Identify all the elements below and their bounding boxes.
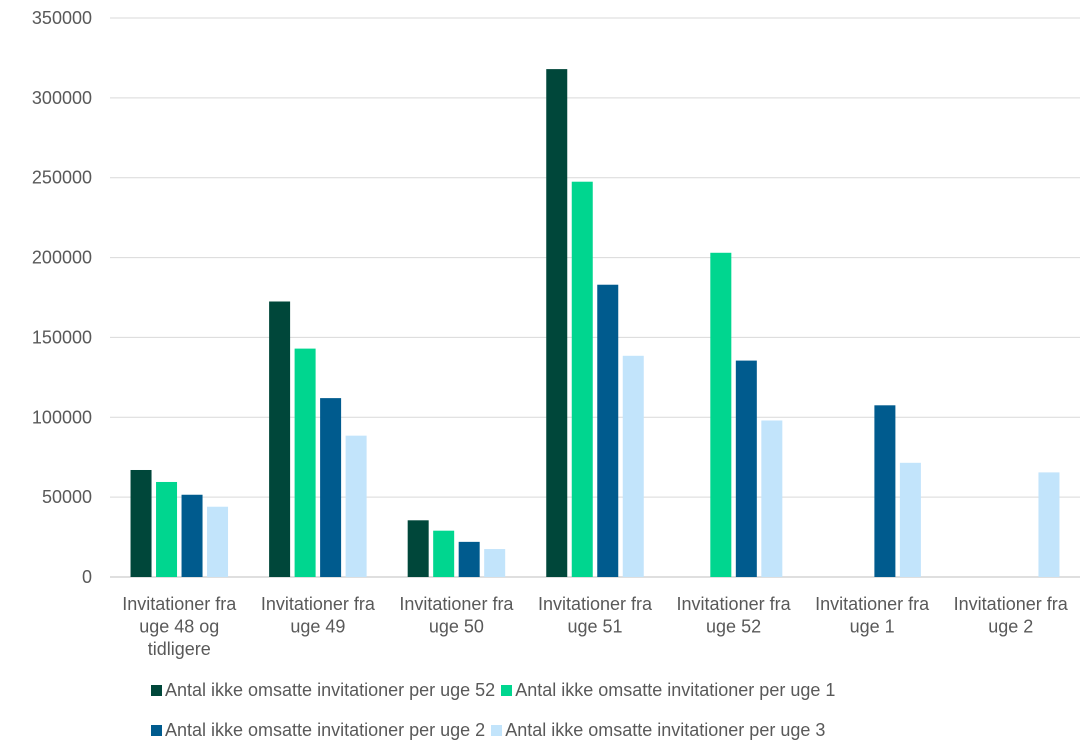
legend-label: Antal ikke omsatte invitationer per uge … bbox=[515, 680, 836, 700]
x-category-label: Invitationer fra uge 48 og tidligere bbox=[122, 594, 237, 659]
x-category-label-line: Invitationer fra bbox=[399, 594, 514, 614]
x-category-label-line: Invitationer fra bbox=[538, 594, 653, 614]
x-category-label-line: uge 49 bbox=[290, 617, 345, 637]
bar bbox=[433, 530, 455, 577]
x-category-label: Invitationer fra uge 51 bbox=[538, 594, 653, 637]
y-tick-label: 300000 bbox=[32, 88, 92, 108]
bar bbox=[458, 541, 480, 577]
x-category-label: Invitationer fra uge 50 bbox=[399, 594, 514, 637]
bar bbox=[294, 348, 316, 577]
bar bbox=[484, 549, 506, 577]
x-category-label-line: Invitationer fra bbox=[261, 594, 376, 614]
y-tick-label: 250000 bbox=[32, 168, 92, 188]
y-tick-label: 350000 bbox=[32, 8, 92, 28]
bar bbox=[407, 520, 429, 577]
y-tick-label: 100000 bbox=[32, 407, 92, 427]
x-category-label-line: uge 48 og bbox=[139, 617, 219, 637]
bar bbox=[546, 69, 568, 577]
x-category-label-line: Invitationer fra bbox=[954, 594, 1069, 614]
bar bbox=[130, 469, 152, 577]
y-tick-label: 150000 bbox=[32, 327, 92, 347]
y-axis: 0 50000 100000 150000 200000 250000 300000 3500… bbox=[32, 8, 92, 587]
bar bbox=[156, 481, 178, 577]
bar bbox=[874, 405, 896, 577]
legend-row: Antal ikke omsatte invitationer per uge … bbox=[151, 680, 841, 701]
legend-item: Antal ikke omsatte invitationer per uge … bbox=[501, 680, 835, 701]
bar bbox=[320, 398, 342, 577]
x-category-label: Invitationer fra uge 49 bbox=[261, 594, 376, 637]
x-category-label: Invitationer fra uge 52 bbox=[677, 594, 792, 637]
legend-swatch bbox=[501, 685, 513, 696]
y-tick-label: 0 bbox=[82, 567, 92, 587]
bar bbox=[269, 301, 291, 577]
legend-item: Antal ikke omsatte invitationer per uge … bbox=[491, 720, 825, 741]
x-axis: Invitationer fra uge 48 og tidligereInvita… bbox=[122, 594, 1068, 659]
x-category-label-line: uge 50 bbox=[429, 617, 484, 637]
legend-label: Antal ikke omsatte invitationer per uge … bbox=[505, 720, 826, 740]
bar bbox=[1038, 472, 1060, 577]
bar bbox=[735, 360, 757, 577]
bar bbox=[345, 435, 367, 577]
x-category-label: Invitationer fra uge 2 bbox=[954, 594, 1069, 637]
bar bbox=[899, 462, 921, 577]
legend-item: Antal ikke omsatte invitationer per uge … bbox=[151, 720, 485, 741]
x-category-label-line: uge 51 bbox=[567, 617, 622, 637]
legend-label: Antal ikke omsatte invitationer per uge … bbox=[165, 680, 496, 700]
bars bbox=[130, 69, 1060, 577]
legend-swatch bbox=[151, 725, 162, 736]
x-category-label-line: tidligere bbox=[148, 639, 211, 659]
bar bbox=[207, 506, 229, 577]
x-category-label-line: uge 1 bbox=[850, 617, 895, 637]
bar bbox=[622, 355, 644, 577]
legend-swatch bbox=[491, 725, 503, 736]
x-category-label-line: Invitationer fra bbox=[677, 594, 792, 614]
bar bbox=[761, 420, 783, 577]
legend-label: Antal ikke omsatte invitationer per uge … bbox=[165, 720, 486, 740]
y-tick-label: 50000 bbox=[42, 487, 92, 507]
x-category-label-line: uge 52 bbox=[706, 617, 761, 637]
bar bbox=[710, 252, 732, 577]
legend-item: Antal ikke omsatte invitationer per uge … bbox=[151, 680, 495, 701]
y-tick-label: 200000 bbox=[32, 248, 92, 268]
x-category-label-line: uge 2 bbox=[988, 617, 1033, 637]
x-category-label: Invitationer fra uge 1 bbox=[815, 594, 930, 637]
bar bbox=[181, 494, 203, 577]
x-category-label-line: Invitationer fra bbox=[122, 594, 237, 614]
bar bbox=[571, 181, 593, 577]
x-category-label-line: Invitationer fra bbox=[815, 594, 930, 614]
legend-row: Antal ikke omsatte invitationer per uge … bbox=[151, 720, 831, 741]
gridlines bbox=[110, 17, 1080, 578]
bar bbox=[597, 284, 619, 577]
legend-swatch bbox=[151, 685, 162, 696]
